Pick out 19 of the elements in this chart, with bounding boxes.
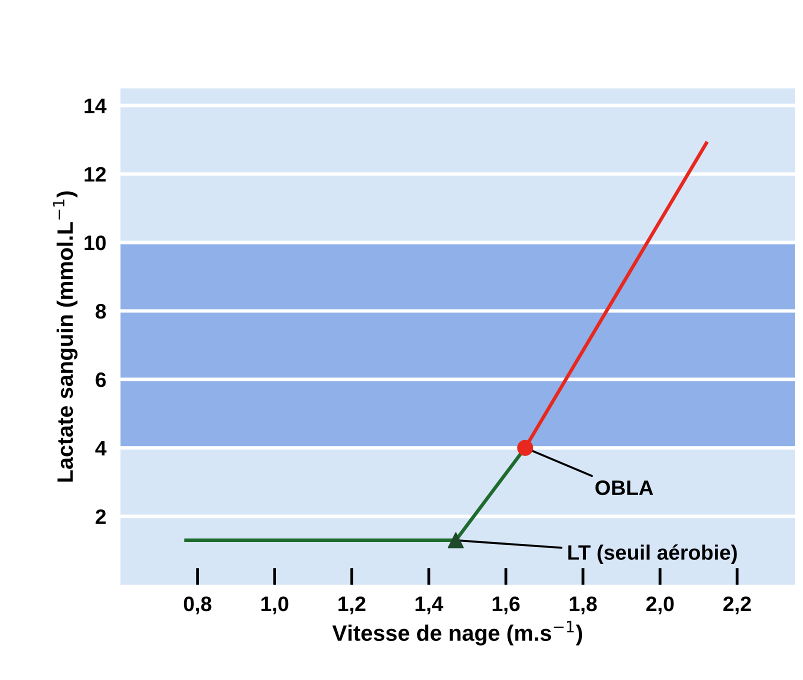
x-tick-label: 0,8 xyxy=(184,596,212,614)
x-tick-label: 2,2 xyxy=(723,596,751,614)
x-tick-label: 1,0 xyxy=(261,596,288,614)
annotation: OBLA xyxy=(595,480,654,496)
y-axis-title: Lactate sanguin (mmol.L$^{−1}$) xyxy=(52,191,78,482)
y-tick-label: 14 xyxy=(84,98,106,114)
annotation: LT (seuil aérobie) xyxy=(568,544,737,564)
y-tick-label: 6 xyxy=(96,372,106,388)
x-tick-label: 1,2 xyxy=(338,596,366,614)
x-axis-title: Vitesse de nage (m.s$^{−1}$) xyxy=(332,620,582,646)
y-tick-label: 2 xyxy=(96,509,106,524)
x-tick-label: 1,6 xyxy=(492,596,520,614)
y-tick-label: 12 xyxy=(84,166,106,182)
y-tick-label: 10 xyxy=(84,235,106,250)
y-tick-label: 4 xyxy=(95,441,106,456)
x-tick-label: 1,4 xyxy=(416,596,444,614)
x-tick-label: 2,0 xyxy=(646,596,674,614)
x-tick-label: 1,8 xyxy=(570,596,597,614)
y-tick-label: 8 xyxy=(96,304,106,319)
